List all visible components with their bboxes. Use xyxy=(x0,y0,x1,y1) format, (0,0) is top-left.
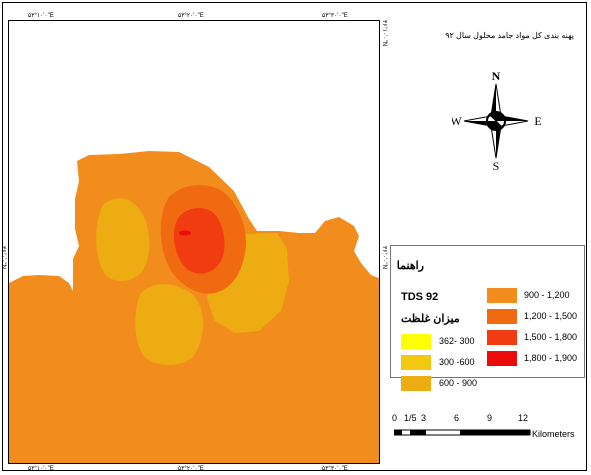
zone-600-900-west xyxy=(96,198,150,282)
coord-top-mid: ۵۳°۲۰'۰"E xyxy=(178,13,204,19)
map-frame xyxy=(8,20,380,464)
legend-label-class-4: 900 - 1,200 xyxy=(524,290,570,300)
legend-subtitle-tds: TDS 92 xyxy=(401,291,439,303)
scale-tick-4: 9 xyxy=(487,413,493,423)
coord-right-top: ۳۶°۱۰'۰"N xyxy=(381,20,387,47)
compass-e-label: E xyxy=(534,114,541,128)
legend-box: راهنما TDS 92 میزان غلظت 362- 300 300 -6… xyxy=(390,245,585,391)
coord-bottom-left: ۵۳°۱۰'۰"E xyxy=(28,466,54,472)
zone-coast xyxy=(9,283,69,463)
scale-tick-0: 0 xyxy=(392,413,398,423)
legend-label-class-7: 1,800 - 1,900 xyxy=(524,353,578,363)
swatch-class-4 xyxy=(487,288,517,303)
north-arrow-icon: N S W E xyxy=(452,69,542,173)
swatch-class-3 xyxy=(401,376,431,391)
scale-tick-1: 1/5 xyxy=(404,413,417,423)
scale-tick-3: 6 xyxy=(454,413,460,423)
map-title: پهنه بندی کل مواد جامد محلول سال ۹۲ xyxy=(445,31,574,40)
coord-bottom-right: ۵۳°۳۰'۰"E xyxy=(322,466,348,472)
swatch-class-1 xyxy=(401,334,431,349)
legend-title: راهنما xyxy=(396,260,424,272)
legend-label-class-3: 600 - 900 xyxy=(439,378,478,388)
scale-tick-2: 3 xyxy=(421,413,427,423)
coord-top-right: ۵۳°۳۰'۰"E xyxy=(322,13,348,19)
legend-label-class-1: 362- 300 xyxy=(439,336,475,346)
legend-subtitle-concentration: میزان غلظت xyxy=(401,313,460,325)
swatch-class-7 xyxy=(487,351,517,366)
scale-bar-graphic xyxy=(394,429,531,436)
compass-n-label: N xyxy=(492,69,501,83)
legend-label-class-2: 300 -600 xyxy=(439,357,475,367)
scale-unit: Kilometers xyxy=(532,429,575,439)
swatch-class-5 xyxy=(487,309,517,324)
layout-frame xyxy=(2,2,587,471)
zone-1800-1900 xyxy=(179,230,191,236)
swatch-class-2 xyxy=(401,355,431,370)
legend-label-class-6: 1,500 - 1,800 xyxy=(524,332,578,342)
zone-600-900-south xyxy=(135,284,204,366)
coord-right-mid: ۳۶°۰'۰"N xyxy=(381,246,387,269)
tds-map xyxy=(9,151,379,463)
scale-tick-5: 12 xyxy=(518,413,529,423)
compass-s-label: S xyxy=(493,159,500,173)
swatch-class-6 xyxy=(487,330,517,345)
coord-bottom-mid: ۵۳°۲۰'۰"E xyxy=(178,466,204,472)
coord-top-left: ۵۳°۱۰'۰"E xyxy=(28,13,54,19)
coord-left-mid: ۳۶°۰'۰"N xyxy=(0,246,6,269)
compass-w-label: W xyxy=(452,114,462,128)
zone-1500-1800 xyxy=(173,208,225,274)
legend-label-class-5: 1,200 - 1,500 xyxy=(524,311,578,321)
scale-bar: 0 1/5 3 6 9 12 Kilometers xyxy=(390,410,580,450)
